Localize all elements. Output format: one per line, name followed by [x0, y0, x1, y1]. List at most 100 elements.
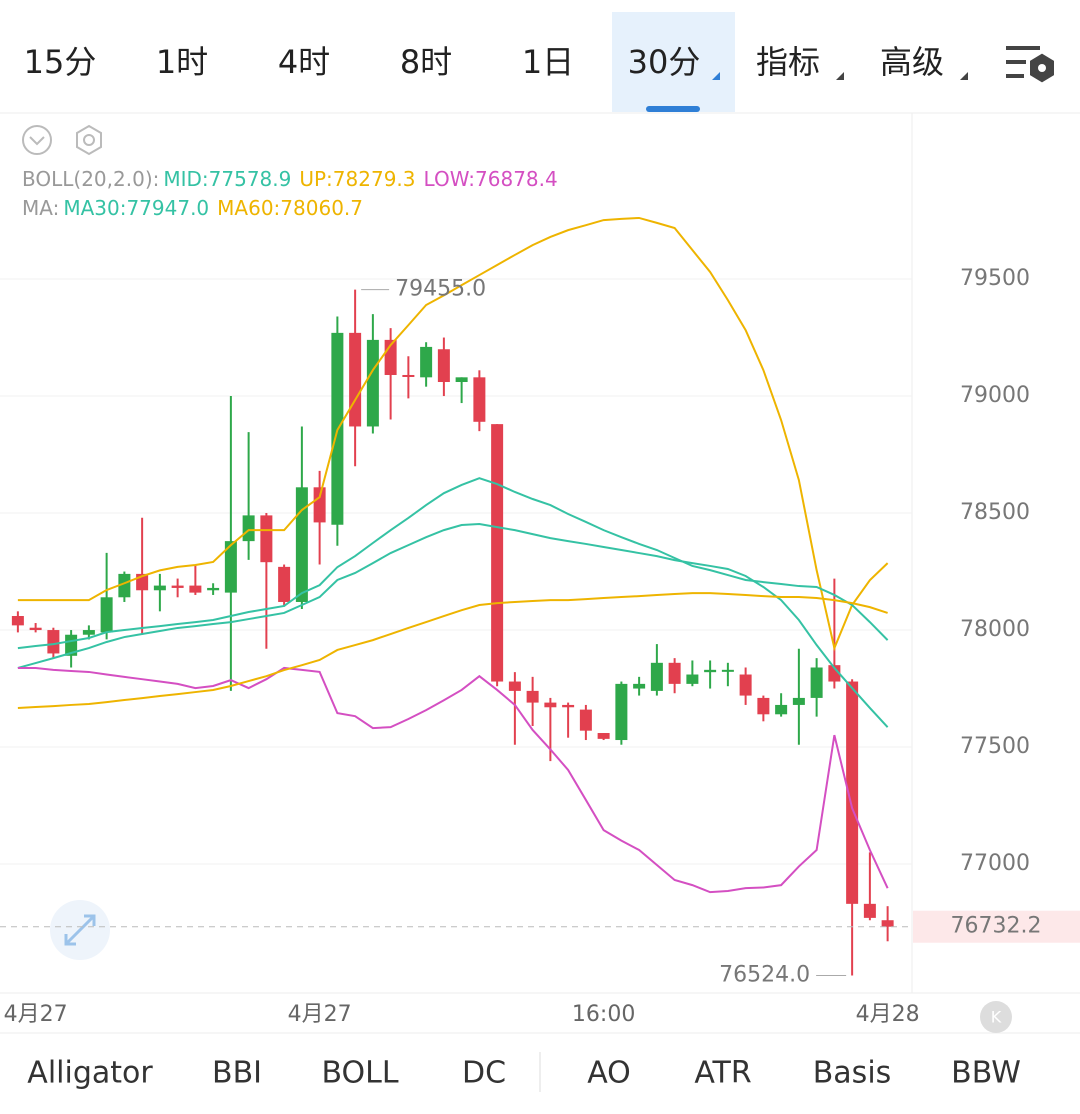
timeframe-tab[interactable]: 8时: [400, 43, 452, 81]
gear-icon[interactable]: [76, 124, 102, 156]
ma-legend: MA: MA30:77947.0 MA60:78060.7: [22, 196, 363, 220]
last-price-label: 76732.2: [951, 914, 1042, 939]
x-tick-label: 16:00: [572, 1002, 635, 1027]
candle-body: [242, 515, 255, 542]
y-tick-label: 77000: [960, 851, 1030, 876]
candle-body: [686, 674, 699, 684]
candle-body: [757, 697, 770, 715]
candle-body: [278, 566, 291, 602]
indicator-tab[interactable]: Alligator: [27, 1056, 153, 1091]
candle-body: [704, 669, 717, 673]
x-tick-label: 4月28: [856, 1002, 920, 1027]
legend-item: UP:78279.3: [299, 167, 415, 191]
candle-body: [668, 662, 681, 684]
timeframe-tab[interactable]: 指标: [756, 43, 820, 81]
candle-body: [544, 702, 557, 708]
candle-body: [100, 597, 113, 633]
candle-body: [11, 616, 24, 626]
timeframe-tab[interactable]: 4时: [278, 43, 330, 81]
y-tick-label: 79000: [960, 383, 1030, 408]
x-tick-label: 4月27: [288, 1002, 352, 1027]
dropdown-caret: [960, 72, 968, 80]
candle-body: [597, 733, 610, 739]
candle-body: [810, 667, 823, 698]
candle-body: [349, 332, 362, 427]
candle-body: [508, 681, 521, 691]
candle-body: [491, 424, 504, 682]
candle-body: [82, 630, 95, 635]
indicator-line: [17, 477, 889, 650]
dropdown-caret: [712, 72, 720, 80]
candle-body: [792, 697, 805, 705]
last-price-box: [913, 910, 1080, 943]
candle-body: [402, 374, 415, 377]
candle-body: [775, 704, 788, 715]
timeframe-tab[interactable]: 15分: [24, 43, 97, 81]
dropdown-caret: [836, 72, 844, 80]
y-tick-label: 79500: [960, 266, 1030, 291]
candle-body: [366, 339, 379, 427]
candle-body: [739, 674, 752, 696]
indicator-tab[interactable]: ATR: [694, 1056, 751, 1091]
indicator-tab[interactable]: AO: [587, 1056, 631, 1091]
legend-item: MID:77578.9: [163, 167, 291, 191]
timeframe-tab[interactable]: 1时: [156, 43, 208, 81]
candle-body: [863, 903, 876, 918]
legend-name: MA:: [22, 196, 59, 220]
candle-body: [633, 683, 646, 689]
indicator-tab[interactable]: Basis: [813, 1056, 892, 1091]
candle-body: [189, 585, 202, 593]
timeframe-tab[interactable]: 30分: [628, 43, 701, 81]
indicator-tab[interactable]: BBW: [951, 1056, 1021, 1091]
candle-body: [224, 541, 237, 593]
svg-text:K: K: [991, 1008, 1002, 1027]
indicator-tab[interactable]: BOLL: [321, 1056, 398, 1091]
boll-legend: BOLL(20,2.0): MID:77578.9 UP:78279.3 LOW:76…: [22, 167, 558, 191]
indicator-line: [17, 666, 889, 894]
candle-body: [721, 669, 734, 672]
candle-body: [153, 585, 166, 591]
indicator-line: [17, 523, 889, 728]
x-tick-label: 4月27: [4, 1002, 68, 1027]
collapse-icon[interactable]: [22, 125, 52, 155]
candle-body: [846, 681, 859, 904]
reset-icon[interactable]: K: [980, 1001, 1012, 1033]
indicator-tab[interactable]: BBI: [212, 1056, 262, 1091]
candle-body: [29, 627, 42, 631]
legend-item: MA60:78060.7: [217, 196, 363, 220]
candle-body: [650, 662, 663, 691]
candle-body: [260, 515, 273, 563]
candle-body: [615, 683, 628, 741]
candle-body: [881, 920, 894, 927]
candle-body: [295, 487, 308, 602]
candle-body: [437, 349, 450, 383]
indicator-line: [17, 592, 888, 709]
candle-body: [118, 573, 131, 598]
candle-body: [207, 587, 220, 591]
y-tick-label: 78500: [960, 500, 1030, 525]
candle-body: [562, 704, 575, 708]
candle-body: [579, 709, 592, 731]
candle-body: [171, 585, 184, 588]
expand-icon[interactable]: [50, 900, 110, 960]
candle-body: [828, 665, 841, 682]
timeframe-tab[interactable]: 高级: [880, 43, 944, 81]
candle-body: [526, 690, 539, 703]
y-tick-label: 78000: [960, 617, 1030, 642]
timeframe-tab[interactable]: 1日: [522, 43, 574, 81]
legend-item: LOW:76878.4: [424, 167, 558, 191]
candle-body: [47, 630, 60, 654]
indicator-line: [17, 216, 889, 652]
candle-body: [455, 377, 468, 383]
low-marker-label: 76524.0: [719, 962, 810, 987]
active-tab-indicator: [646, 106, 700, 112]
y-tick-label: 77500: [960, 734, 1030, 759]
legend-item: MA30:77947.0: [63, 196, 209, 220]
high-marker-label: 79455.0: [395, 277, 486, 302]
candle-body: [473, 377, 486, 422]
active-tab-bg: [612, 12, 735, 112]
settings-icon[interactable]: [1006, 46, 1054, 83]
indicator-tab[interactable]: DC: [462, 1056, 506, 1091]
candle-body: [313, 487, 326, 523]
